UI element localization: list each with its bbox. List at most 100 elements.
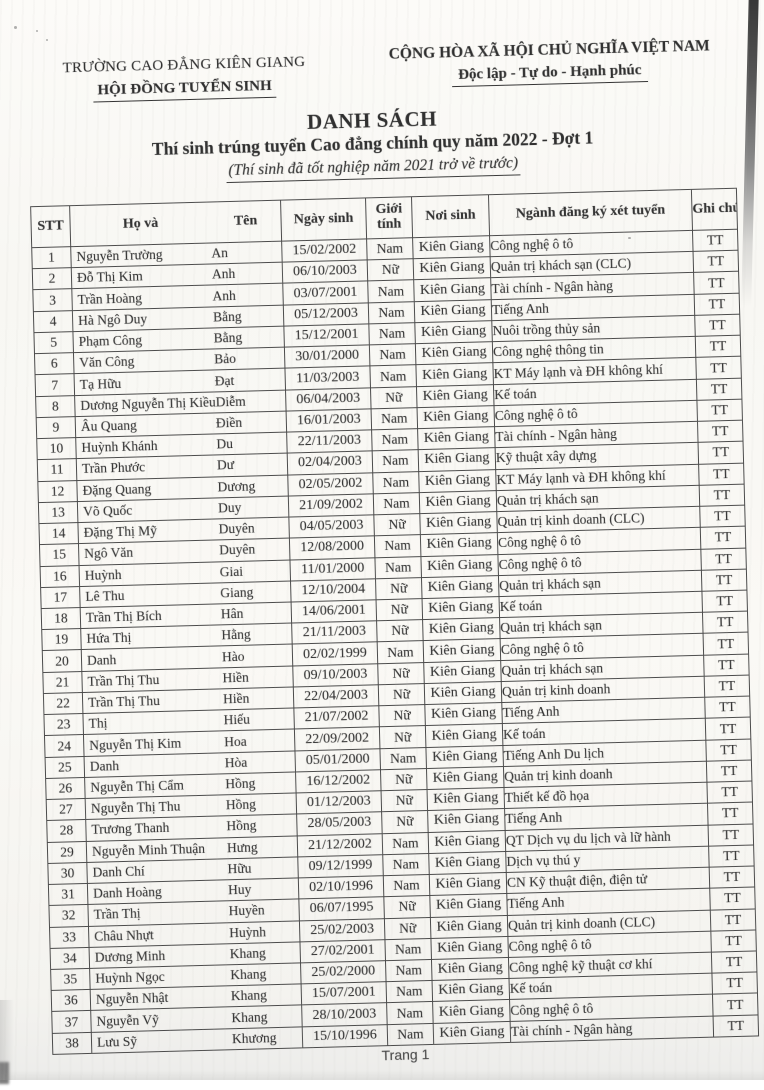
- cell-surname: Thị: [88, 715, 108, 732]
- cell-stt: 4: [33, 310, 73, 333]
- cell-surname: Hứa Thị: [86, 630, 132, 647]
- cell-birthplace: Kiên Giang: [432, 999, 511, 1024]
- cell-gender: Nam: [382, 853, 430, 876]
- cell-note: TT: [697, 420, 744, 443]
- column-header-birthplace: Nơi sinh: [411, 194, 490, 238]
- cell-stt: 3: [32, 289, 73, 312]
- cell-birthdate: 15/07/2001: [301, 981, 387, 1006]
- cell-birthdate: 05/12/2003: [283, 302, 369, 327]
- cell-birthplace: Kiên Giang: [417, 426, 496, 450]
- cell-birthdate: 21/09/2002: [288, 493, 374, 518]
- cell-note: TT: [701, 590, 748, 613]
- cell-surname: Nguyễn Thị Kim: [89, 734, 182, 753]
- cell-birthdate: 15/10/1996: [302, 1024, 388, 1048]
- cell-birthdate: 22/09/2002: [294, 727, 380, 751]
- cell-birthdate: 21/07/2002: [293, 705, 380, 730]
- cell-surname: Trần Thị: [93, 905, 141, 923]
- cell-given-name: Hồng: [225, 775, 256, 792]
- cell-gender: Nam: [383, 874, 430, 897]
- cell-note: TT: [693, 271, 740, 295]
- cell-birthplace: Kiên Giang: [419, 490, 497, 514]
- cell-given-name: Huỳnh: [229, 923, 267, 940]
- cell-gender: Nữ: [376, 598, 423, 622]
- cell-given-name: Hiền: [222, 669, 249, 686]
- cell-birthdate: 22/04/2003: [293, 684, 379, 709]
- cell-given-name: Huyền: [228, 902, 265, 919]
- cell-gender: Nam: [374, 534, 421, 558]
- cell-surname: Hà Ngô Duy: [77, 311, 148, 328]
- cell-gender: Nữ: [377, 662, 425, 685]
- cell-surname: Nguyễn Nhật: [95, 990, 169, 1008]
- cell-birthdate: 12/08/2000: [289, 536, 375, 560]
- cell-note: TT: [711, 972, 758, 995]
- cell-note: TT: [708, 844, 755, 868]
- cell-given-name: An: [211, 245, 229, 261]
- cell-gender: Nam: [377, 641, 424, 664]
- cell-given-name: Hữu: [227, 860, 252, 877]
- cell-given-name: Hồng: [226, 817, 257, 834]
- column-header-stt: STT: [30, 205, 71, 248]
- cell-given-name: Diễm: [215, 393, 246, 410]
- cell-stt: 2: [32, 267, 72, 291]
- cell-surname: Huỳnh Ngọc: [95, 969, 165, 986]
- cell-stt: 36: [51, 989, 91, 1012]
- cell-surname: Trần Hoàng: [77, 289, 143, 307]
- cell-note: TT: [693, 250, 739, 273]
- cell-gender: Nam: [372, 471, 420, 494]
- cell-birthplace: Kiên Giang: [425, 723, 503, 748]
- cell-surname: Tạ Hữu: [79, 375, 122, 392]
- cell-surname: Nguyễn Thị Cẩm: [90, 777, 185, 795]
- cell-note: TT: [696, 377, 742, 401]
- column-header-gender: Giới tính: [365, 196, 413, 239]
- cell-stt: 9: [36, 416, 76, 439]
- cell-stt: 31: [48, 883, 88, 906]
- cell-given-name: Khương: [231, 1029, 277, 1047]
- cell-gender: Nữ: [381, 810, 429, 834]
- cell-birthplace: Kiên Giang: [424, 681, 502, 705]
- cell-surname: Trần Thị Bích: [85, 608, 162, 625]
- cell-note: TT: [710, 929, 757, 953]
- cell-gender: Nam: [367, 280, 415, 303]
- cell-birthdate: 15/12/2001: [283, 323, 370, 348]
- column-header-name: Họ và Tên: [69, 200, 282, 247]
- cell-given-name: Bằng: [213, 329, 243, 346]
- cell-surname: Văn Công: [79, 353, 135, 371]
- cell-given-name: Khang: [229, 945, 266, 962]
- scan-speck: [14, 26, 17, 29]
- cell-birthplace: Kiên Giang: [430, 936, 509, 960]
- cell-birthdate: 05/01/2000: [294, 748, 381, 772]
- cell-surname: Lê Thu: [85, 587, 125, 604]
- cell-stt: 26: [45, 777, 86, 800]
- cell-stt: 29: [47, 841, 87, 864]
- column-header-birthdate: Ngày sinh: [280, 197, 367, 242]
- cell-stt: 15: [39, 543, 80, 567]
- cell-given-name: Duy: [217, 499, 242, 516]
- scan-bottom-shade: [0, 1070, 764, 1080]
- cell-note: TT: [706, 781, 753, 804]
- cell-surname: Võ Quốc: [82, 502, 133, 519]
- cell-birthdate: 02/05/2002: [287, 472, 374, 496]
- cell-given-name: Giang: [220, 584, 254, 601]
- cell-stt: 38: [52, 1032, 92, 1055]
- cell-stt: 18: [41, 607, 81, 630]
- cell-surname: Trần Thị Thu: [87, 693, 161, 710]
- cell-birthplace: Kiên Giang: [432, 978, 510, 1002]
- letterhead-left: TRƯỜNG CAO ĐẲNG KIÊN GIANG HỘI ĐỒNG TUYỂ…: [36, 53, 332, 104]
- cell-gender: Nữ: [383, 895, 431, 919]
- cell-birthdate: 16/01/2003: [286, 408, 372, 433]
- cell-stt: 10: [36, 437, 77, 460]
- cell-note: TT: [699, 505, 746, 528]
- cell-birthplace: Kiên Giang: [425, 745, 504, 769]
- cell-surname: Dương Nguyễn Thị Kiều: [80, 394, 216, 413]
- cell-stt: 19: [41, 628, 82, 652]
- cell-birthdate: 01/12/2003: [296, 790, 382, 815]
- cell-gender: Nam: [382, 832, 429, 855]
- cell-stt: 13: [38, 501, 78, 524]
- cell-birthplace: Kiên Giang: [420, 554, 499, 578]
- school-name: TRƯỜNG CAO ĐẲNG KIÊN GIANG: [62, 53, 306, 77]
- cell-note: TT: [699, 483, 745, 507]
- cell-stt: 8: [35, 395, 76, 418]
- cell-surname: Đặng Thị Mỹ: [83, 523, 158, 541]
- cell-gender: Nam: [372, 449, 419, 473]
